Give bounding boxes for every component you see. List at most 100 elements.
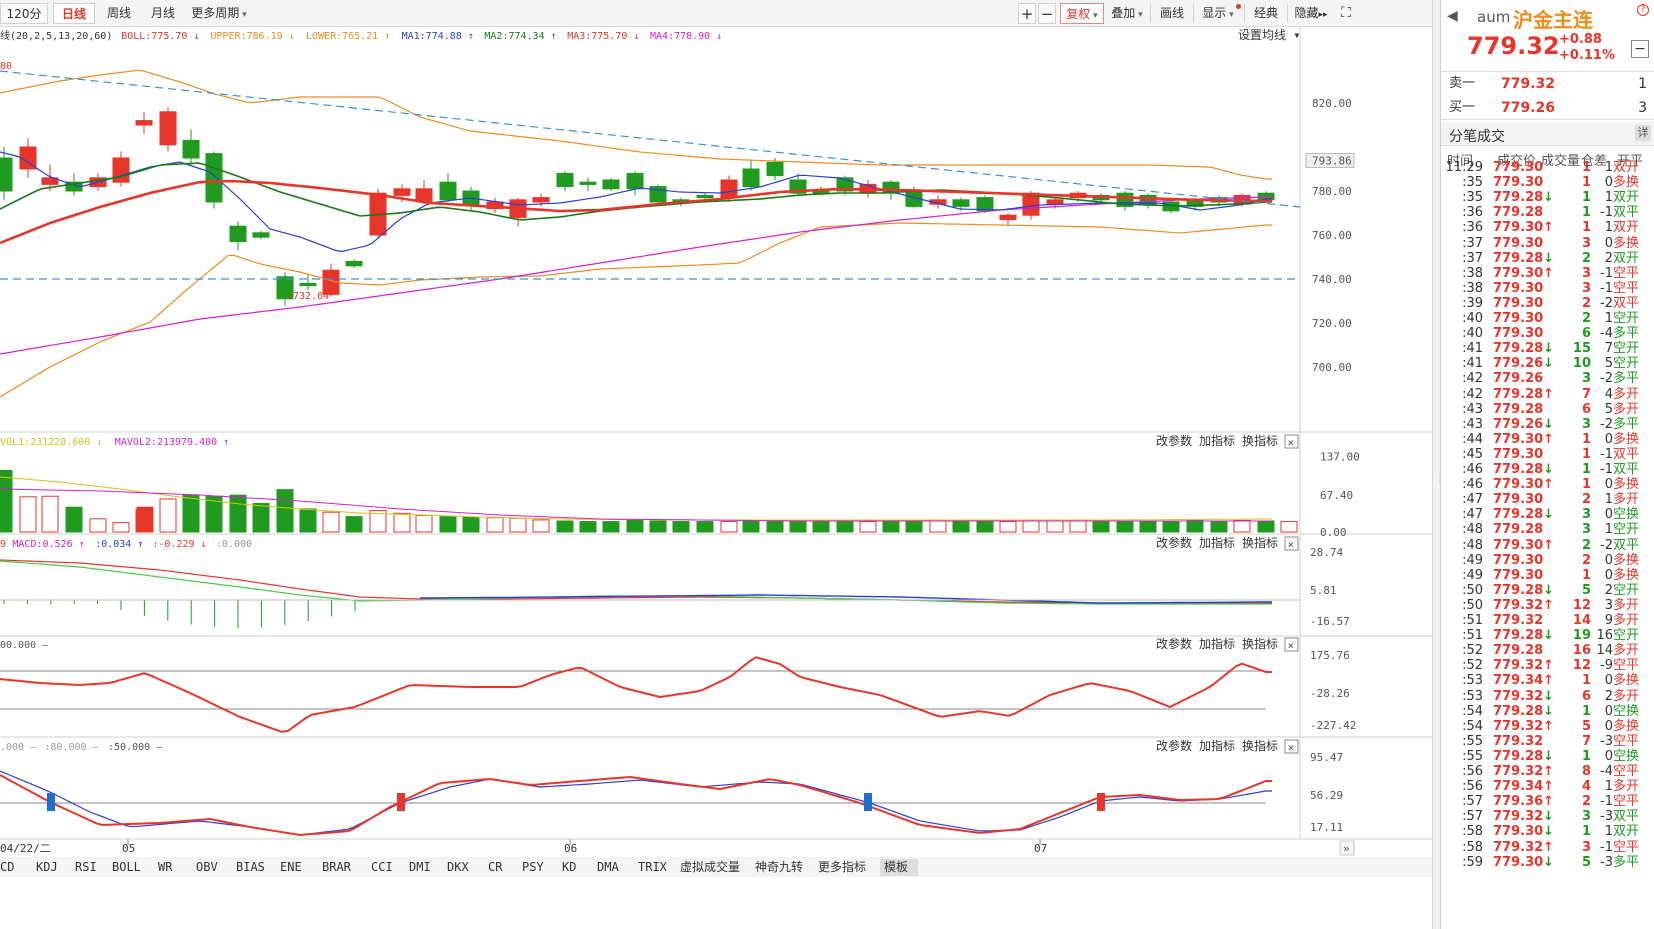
indicator-tab-cr[interactable]: CR	[488, 860, 503, 874]
double-chevron-right-icon: ▸▸	[1318, 10, 1328, 20]
tick-row: :58 779.30↓ 1 1 双开	[1441, 824, 1654, 840]
zoom-in-button[interactable]: +	[1018, 3, 1036, 24]
close-indicator-button[interactable]	[1284, 739, 1299, 754]
tick-price: 779.30	[1493, 280, 1544, 296]
close-indicator-button[interactable]	[1284, 536, 1299, 551]
tick-price: 779.30	[1493, 175, 1544, 191]
indicator-tab-kd[interactable]: KD	[562, 860, 576, 874]
switch-indicator-button[interactable]: 换指标	[1242, 738, 1278, 753]
add-indicator-button[interactable]: 加指标	[1199, 433, 1235, 448]
candle-up	[999, 214, 1017, 221]
tick-open-close: 双开	[1613, 160, 1640, 175]
hide-button[interactable]: 隐藏▸▸	[1294, 6, 1328, 20]
modify-params-button[interactable]: 改参数	[1156, 636, 1192, 651]
back-icon[interactable]: ◀	[1447, 8, 1458, 24]
tick-price: 779.30↑	[1493, 477, 1555, 493]
price-change-pct: +0.11%	[1559, 48, 1615, 63]
indicator-tab-神奇九转[interactable]: 神奇九转	[755, 859, 803, 874]
indicator-tab-boll[interactable]: BOLL	[112, 860, 141, 874]
tick-oi-change: -9	[1600, 658, 1613, 674]
modify-params-button[interactable]: 改参数	[1156, 738, 1192, 753]
scroll-right-button[interactable]	[1339, 840, 1355, 856]
tick-time: :35	[1462, 190, 1483, 206]
indicator-tab-cd[interactable]: CD	[0, 860, 14, 874]
tick-open-close: 双开	[1613, 190, 1640, 206]
indicator-tab-brar[interactable]: BRAR	[322, 860, 352, 874]
divider-handle-icon[interactable]: ▕	[1433, 473, 1441, 484]
y-tick-label: 720.00	[1312, 317, 1352, 330]
volume-bar	[532, 519, 550, 533]
candle-down	[0, 157, 13, 192]
tick-volume: 6	[1581, 688, 1591, 704]
add-indicator-button[interactable]: 加指标	[1199, 636, 1235, 651]
add-indicator-button[interactable]: 加指标	[1199, 535, 1235, 550]
tick-volume: 3	[1581, 809, 1591, 825]
tick-volume: 1	[1581, 567, 1591, 583]
fullscreen-icon[interactable]: ⛶	[1341, 5, 1351, 21]
switch-indicator-button[interactable]: 换指标	[1242, 636, 1278, 651]
indicator-tab-psy[interactable]: PSY	[522, 860, 544, 874]
candle-down	[229, 225, 247, 243]
x-axis-label: 07	[1034, 842, 1047, 855]
indicator-tab-rsi[interactable]: RSI	[75, 860, 97, 874]
tick-price: 779.28↓	[1493, 582, 1555, 598]
arrow-up-icon: ↑	[1543, 658, 1555, 674]
minimize-icon[interactable]: −	[1631, 40, 1649, 58]
tick-volume: 3	[1581, 235, 1591, 251]
volume-bar	[1022, 520, 1040, 533]
period-tab-120min[interactable]: 120分钟	[0, 3, 48, 42]
tick-volume: 1	[1581, 748, 1591, 764]
draw-line-button[interactable]: 画线	[1159, 6, 1184, 20]
period-tab-daily[interactable]: 日线	[53, 3, 95, 24]
arrow-up-icon: ↑	[462, 31, 474, 42]
add-indicator-button[interactable]: 加指标	[1199, 738, 1235, 753]
candle-down	[345, 260, 363, 267]
ma4-line	[0, 196, 1272, 355]
indicator-tab-更多指标[interactable]: 更多指标	[818, 859, 866, 874]
tick-volume: 1	[1581, 175, 1591, 191]
modify-params-button[interactable]: 改参数	[1156, 535, 1192, 550]
y-tick-label: 820.00	[1312, 97, 1352, 110]
panel-divider[interactable]	[1432, 0, 1440, 929]
indicator-tab-wr[interactable]: WR	[158, 860, 173, 874]
tick-row: :51 779.32 14 9 多开	[1441, 613, 1654, 629]
overlay-button[interactable]: 叠加 ▾	[1111, 6, 1143, 20]
period-tab-monthly[interactable]: 月线	[150, 6, 175, 20]
classic-button[interactable]: 经典	[1253, 6, 1278, 20]
switch-indicator-button[interactable]: 换指标	[1242, 433, 1278, 448]
tick-oi-change: -1	[1600, 462, 1613, 477]
indicator-tab-obv[interactable]: OBV	[196, 860, 218, 874]
indicator-tab-虚拟成交量[interactable]: 虚拟成交量	[680, 859, 740, 874]
indicator-tab-bias[interactable]: BIAS	[236, 860, 265, 874]
detail-button[interactable]: 详	[1635, 125, 1651, 141]
tick-price: 779.28↓	[1493, 748, 1555, 764]
help-icon[interactable]: ?	[1637, 4, 1649, 16]
indicator-tab-模板[interactable]: 模板	[884, 860, 908, 874]
indicator-tab-dma[interactable]: DMA	[597, 860, 619, 874]
ma-settings-button[interactable]: 设置均线 ▾	[1238, 28, 1300, 42]
tick-volume: 10	[1572, 356, 1591, 372]
candle-down	[602, 179, 620, 190]
bid-row: 买一 779.26 3	[1441, 96, 1654, 120]
indicator-tab-dkx[interactable]: DKX	[447, 860, 469, 874]
indicator-tab-dmi[interactable]: DMI	[409, 860, 431, 874]
switch-indicator-button[interactable]: 换指标	[1242, 535, 1278, 550]
indicator-tab-ene[interactable]: ENE	[280, 860, 302, 874]
period-tab-more[interactable]: 更多周期 ▾	[191, 6, 247, 20]
period-tab-weekly[interactable]: 周线	[106, 6, 131, 20]
tick-row: :47 779.30 2 1 多开	[1441, 492, 1654, 508]
cci-panel: 175.76 -28.26 -227.42	[0, 649, 1356, 733]
close-indicator-button[interactable]	[1284, 434, 1299, 449]
indicator-tab-kdj[interactable]: KDJ	[36, 860, 58, 874]
display-button[interactable]: 显示 ▾	[1196, 3, 1241, 24]
kline-chart[interactable]: 820.00 793.86 780.00 760.00 740.00 720.00 700.…	[0, 27, 1432, 929]
zoom-out-button[interactable]: −	[1038, 3, 1056, 24]
close-indicator-button[interactable]	[1284, 637, 1299, 652]
indicator-tab-trix[interactable]: TRIX	[638, 860, 668, 874]
tick-open-close: 空开	[1613, 356, 1640, 372]
indicator-tab-cci[interactable]: CCI	[371, 860, 393, 874]
fuquan-button[interactable]: 复权 ▾	[1060, 3, 1104, 24]
modify-params-button[interactable]: 改参数	[1156, 433, 1192, 448]
volume-bar-highlight	[136, 506, 154, 533]
kdj-signal-marker	[397, 793, 405, 811]
